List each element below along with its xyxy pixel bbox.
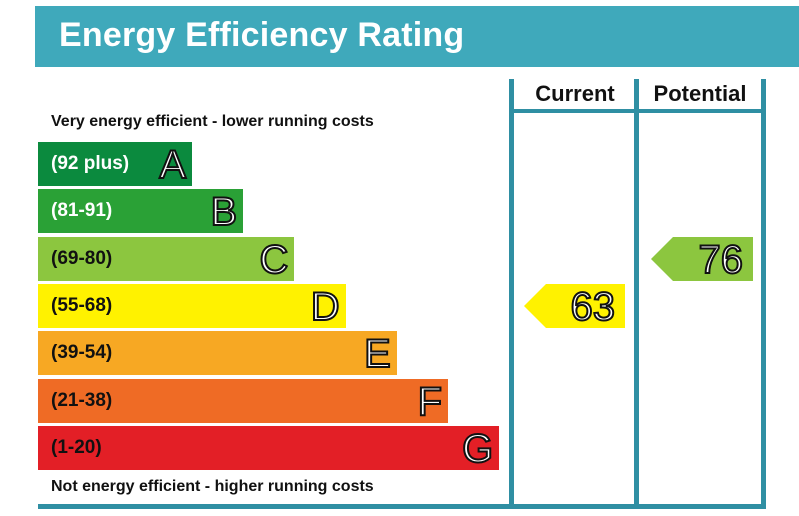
potential-rating-marker: 76 — [651, 236, 753, 283]
band-e: (39-54) E — [38, 331, 397, 377]
band-letter: F — [417, 379, 443, 425]
top-caption: Very energy efficient - lower running co… — [51, 113, 374, 130]
band-range-label: (81-91) — [51, 200, 113, 222]
frame-line-left — [509, 79, 514, 507]
band-letter: D — [310, 284, 341, 330]
frame-line-header — [509, 109, 766, 113]
band-c: (69-80) C — [38, 236, 295, 283]
band-letter: B — [210, 189, 239, 235]
frame-line-right — [761, 79, 766, 507]
band-a: (92 plus) A — [38, 142, 192, 188]
current-marker-shape — [524, 283, 625, 328]
header-bar: Energy Efficiency Rating — [35, 6, 799, 67]
band-b: (81-91) B — [38, 189, 244, 235]
band-range-label: (55-68) — [51, 294, 113, 316]
potential-column-label: Potential — [653, 81, 747, 106]
potential-rating-value: 76 — [698, 237, 744, 283]
potential-marker-arrow — [651, 236, 753, 281]
band-letter: G — [461, 426, 494, 472]
band-g: (1-20) G — [38, 425, 500, 472]
band-range-label: (1-20) — [51, 436, 102, 458]
potential-marker-shape — [651, 236, 753, 281]
bottom-caption: Not energy efficient - higher running co… — [51, 478, 374, 495]
band-letter: E — [363, 331, 392, 377]
band-f: (21-38) F — [38, 378, 448, 425]
band-letter: A — [158, 142, 187, 188]
band-d: (55-68) D — [38, 283, 346, 330]
band-letter: C — [259, 237, 290, 283]
band-range-label: (21-38) — [51, 389, 113, 411]
current-rating-marker: 63 — [524, 283, 625, 330]
band-range-label: (69-80) — [51, 247, 113, 269]
frame-line-middle — [634, 79, 639, 507]
current-marker-arrow — [524, 283, 625, 328]
current-rating-value: 63 — [570, 284, 616, 330]
page-title: Energy Efficiency Rating — [59, 16, 465, 54]
band-range-label: (92 plus) — [51, 153, 130, 174]
frame-line-bottom — [38, 504, 766, 509]
current-column-label: Current — [535, 81, 615, 106]
band-range-label: (39-54) — [51, 342, 113, 364]
